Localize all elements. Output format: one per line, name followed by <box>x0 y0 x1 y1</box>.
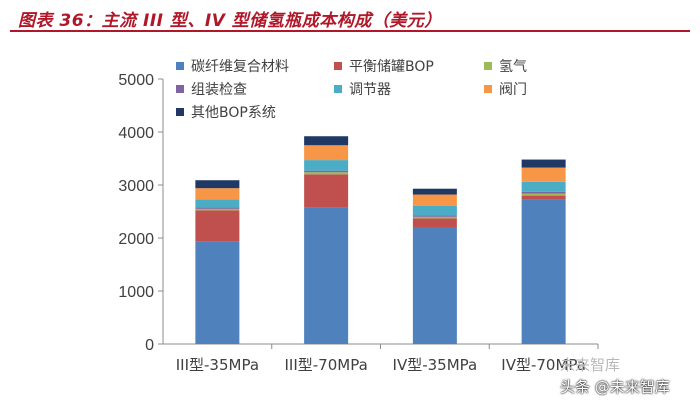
bar-segment <box>412 227 457 344</box>
bar-segment <box>304 172 349 175</box>
legend-swatch <box>484 85 492 93</box>
y-tick-label: 4000 <box>118 125 154 142</box>
legend-label: 其他BOP系统 <box>191 105 276 121</box>
bar-segment <box>304 174 349 208</box>
watermark-handle: 头条 @未来智库 <box>560 378 670 396</box>
bar-segment <box>304 136 349 146</box>
bar-segment <box>412 216 457 219</box>
bar-segment <box>304 145 349 161</box>
bar-segment <box>304 207 349 344</box>
x-tick-label: III型-70MPa <box>284 356 367 374</box>
bar-segment <box>521 181 566 192</box>
bar-segment <box>195 180 240 189</box>
x-tick-label: III型-35MPa <box>176 356 259 374</box>
y-tick-label: 1000 <box>118 284 154 301</box>
bar-segment <box>412 218 457 228</box>
bar-segment <box>195 241 240 344</box>
bar-segment <box>412 215 457 217</box>
x-tick-label: IV型-70MPa <box>501 356 586 374</box>
bar-segment <box>521 167 566 182</box>
y-tick-label: 3000 <box>118 178 154 195</box>
legend-label: 平衡储罐BOP <box>349 59 434 75</box>
legend-swatch <box>176 62 184 70</box>
y-tick-label: 2000 <box>118 231 154 248</box>
legend-label: 调节器 <box>349 82 391 98</box>
bar-segment <box>304 170 349 173</box>
chart-title: 图表 36：主流 III 型、IV 型储氢瓶成本构成（美元） <box>18 11 442 31</box>
legend-swatch <box>484 62 492 70</box>
bar-segment <box>521 199 566 344</box>
legend-label: 氢气 <box>499 59 527 75</box>
bar-segment <box>521 193 566 196</box>
title-divider <box>10 30 690 32</box>
bar-segment <box>304 160 349 171</box>
legend-swatch <box>176 108 184 116</box>
y-tick-label: 5000 <box>118 72 154 89</box>
legend-swatch <box>334 85 342 93</box>
watermark-text: 未来智库 <box>560 356 621 374</box>
bar-segment <box>195 207 240 209</box>
bar-segment <box>521 191 566 194</box>
bar-segment <box>521 195 566 200</box>
bar-segment <box>521 159 566 168</box>
x-tick-label: IV型-35MPa <box>393 356 478 374</box>
legend-swatch <box>176 85 184 93</box>
legend-label: 组装检查 <box>191 82 247 98</box>
bar-segment <box>195 210 240 242</box>
bar-segment <box>195 208 240 211</box>
legend-label: 碳纤维复合材料 <box>191 58 289 75</box>
bar-segment <box>412 188 457 195</box>
bar-segment <box>412 194 457 206</box>
legend-label: 阀门 <box>499 82 527 98</box>
bar-segment <box>412 205 457 216</box>
y-tick-label: 0 <box>145 337 154 354</box>
legend-swatch <box>334 62 342 70</box>
bar-segment <box>195 188 240 200</box>
bar-segment <box>195 199 240 208</box>
